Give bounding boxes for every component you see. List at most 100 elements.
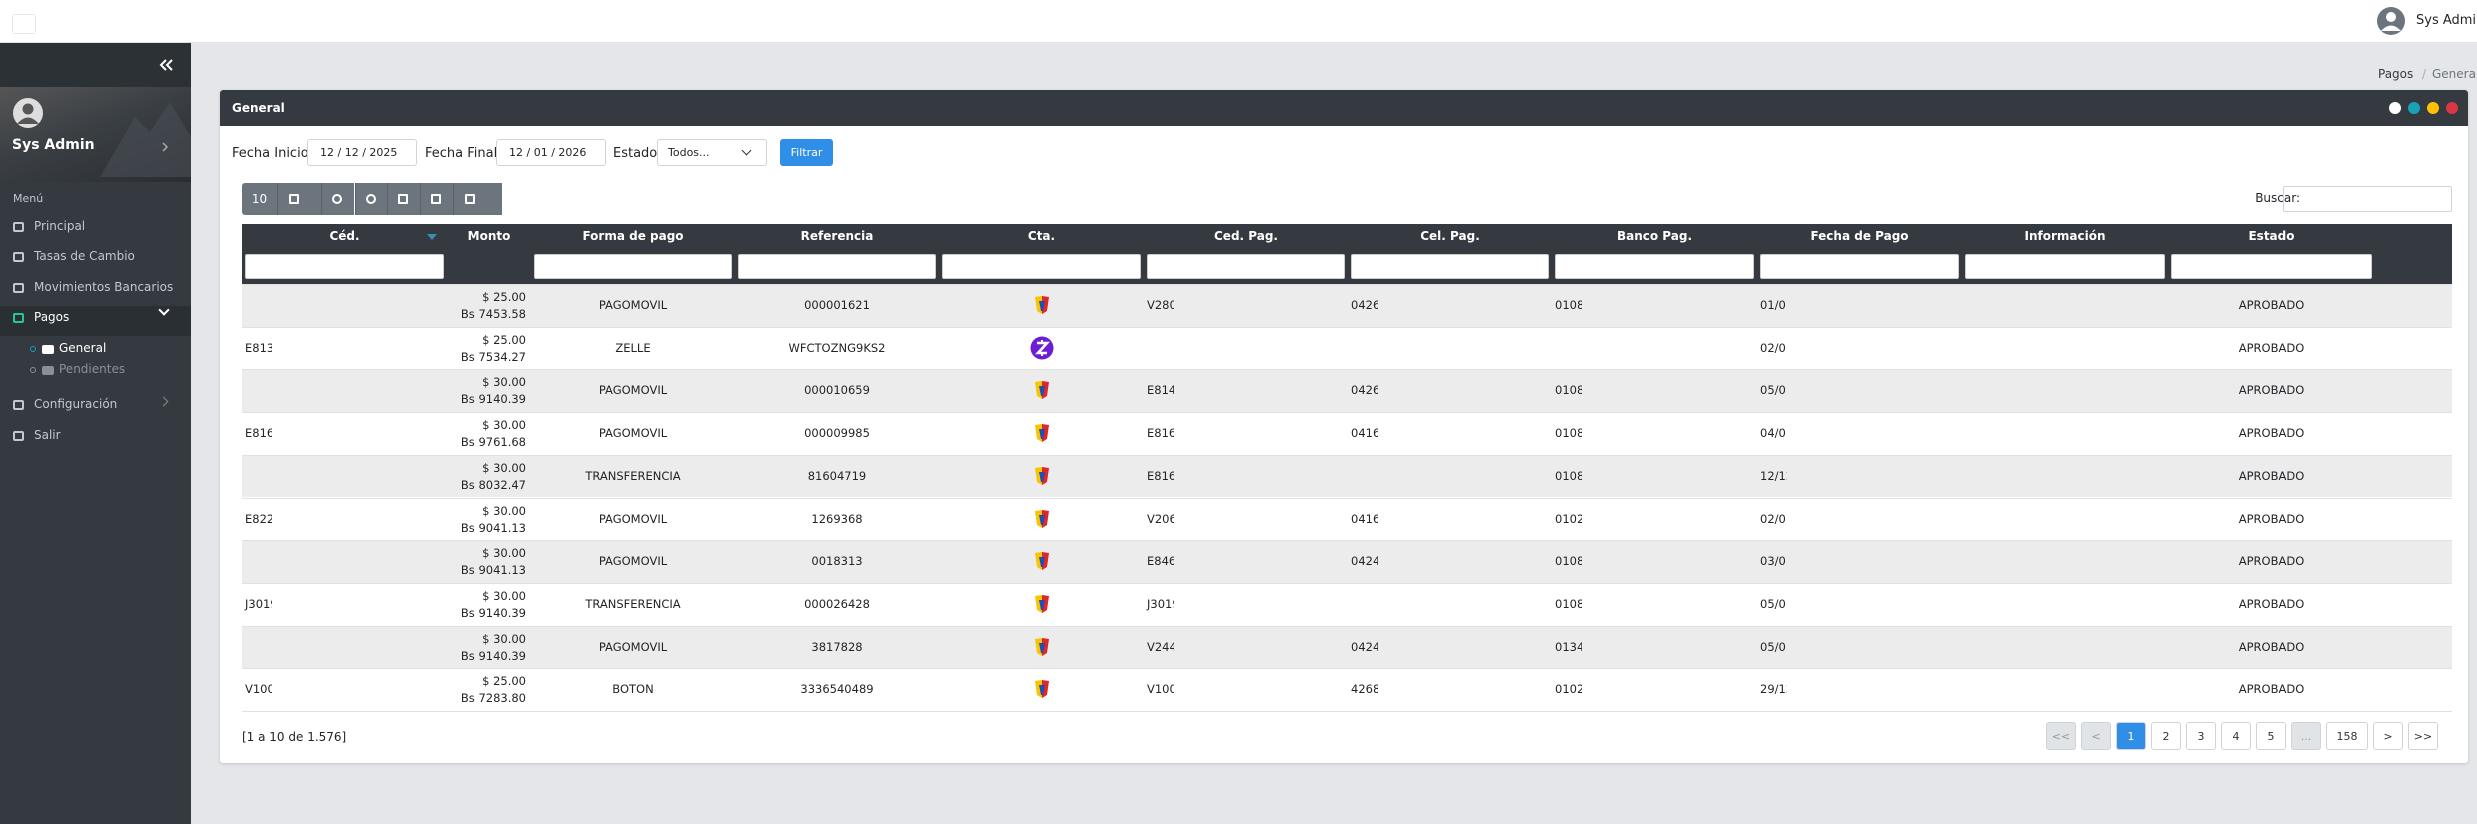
column-header[interactable]: Monto <box>467 229 511 243</box>
menu-icon <box>13 252 24 262</box>
toolbar-button[interactable] <box>277 183 321 215</box>
sort-indicator <box>427 234 437 240</box>
table-cell: V100 <box>1147 682 1174 697</box>
amount-usd: $ 30.00 <box>482 418 526 433</box>
search-label: Buscar: <box>2255 191 2300 205</box>
menu-toggle[interactable] <box>12 14 36 34</box>
search-input[interactable] <box>2283 186 2452 212</box>
breadcrumb-item[interactable]: Pagos <box>2378 67 2414 81</box>
amount-usd: $ 25.00 <box>482 674 526 689</box>
bank-icon <box>1034 552 1049 571</box>
table-cell: APROBADO <box>2238 426 2305 441</box>
collapse-button[interactable] <box>158 57 174 73</box>
pagination-button: ... <box>2291 722 2321 750</box>
bank-icon <box>1034 509 1049 528</box>
pagination-button[interactable]: 1 <box>2116 722 2146 750</box>
column-header[interactable]: Cta. <box>1027 229 1056 243</box>
table-cell: 29/12 <box>1760 682 1787 697</box>
amount-usd: $ 30.00 <box>482 631 526 646</box>
toolbar-button[interactable] <box>420 183 453 215</box>
menu-item[interactable]: Movimientos Bancarios <box>34 280 174 294</box>
column-header[interactable]: Forma de pago <box>582 229 684 243</box>
menu-icon <box>13 283 24 293</box>
column-header[interactable]: Fecha de Pago <box>1810 229 1909 243</box>
top-bar: Sys Admin <box>0 0 2477 43</box>
toolbar-button[interactable] <box>453 183 502 215</box>
page-size-button[interactable]: 10 <box>242 183 277 215</box>
column-header[interactable]: Estado <box>2248 229 2295 243</box>
amount-usd: $ 30.00 <box>482 460 526 475</box>
table-cell: WFCTOZNG9KS2 <box>788 340 886 355</box>
table-cell: 1269368 <box>811 511 863 526</box>
table-cell: V100 <box>245 682 272 697</box>
column-filter-input[interactable] <box>2171 254 2372 279</box>
card-tools[interactable] <box>2388 101 2460 115</box>
pagination-button[interactable]: 4 <box>2221 722 2251 750</box>
menu-item[interactable]: Configuración <box>34 397 118 411</box>
filter-label: Fecha Final <box>425 146 498 161</box>
submenu-icon <box>42 345 54 354</box>
menu-item[interactable]: Tasas de Cambio <box>34 249 135 263</box>
column-filter-input[interactable] <box>1147 254 1345 279</box>
column-filter-input[interactable] <box>1351 254 1549 279</box>
column-filter-input[interactable] <box>1965 254 2165 279</box>
date-input[interactable]: 12 / 12 / 2025 <box>307 139 417 166</box>
profile-avatar <box>13 98 43 128</box>
table-cell: TRANSFERENCIA <box>585 596 681 611</box>
amount-bs: Bs 9140.39 <box>460 648 526 663</box>
table-cell: 81604719 <box>807 468 867 483</box>
submenu-item[interactable]: General <box>59 341 107 355</box>
menu-label: Menú <box>13 192 44 205</box>
column-header[interactable]: Céd. <box>329 229 360 243</box>
table-cell: J3019 <box>245 596 272 611</box>
toolbar-button[interactable] <box>387 183 420 215</box>
table-row <box>242 284 2452 327</box>
amount-bs: Bs 9761.68 <box>460 435 526 450</box>
card-title: General <box>232 101 285 115</box>
sidebar-header <box>0 43 191 87</box>
table-cell: APROBADO <box>2238 639 2305 654</box>
table-cell: 0108 <box>1555 468 1582 483</box>
filter-label: Estado <box>613 146 658 161</box>
column-header[interactable]: Referencia <box>800 229 874 243</box>
column-filter-input[interactable] <box>1760 254 1959 279</box>
menu-item[interactable]: Salir <box>34 428 61 442</box>
table-cell: TRANSFERENCIA <box>585 468 681 483</box>
column-filter-input[interactable] <box>1555 254 1754 279</box>
menu-icon <box>13 313 24 323</box>
date-input[interactable]: 12 / 01 / 2026 <box>496 139 606 166</box>
column-header[interactable]: Banco Pag. <box>1616 229 1693 243</box>
column-header[interactable]: Información <box>2024 229 2106 243</box>
filter-button[interactable]: Filtrar <box>780 139 833 166</box>
pagination-button[interactable]: 3 <box>2186 722 2216 750</box>
table-cell: 000001621 <box>804 298 870 312</box>
column-filter-input[interactable] <box>245 254 444 279</box>
column-filter-input[interactable] <box>738 254 936 279</box>
amount-bs: Bs 9140.39 <box>460 605 526 620</box>
pagination-button[interactable]: 5 <box>2256 722 2286 750</box>
user-name[interactable]: Sys Admin <box>2416 13 2477 28</box>
table-cell: 04/01 <box>1760 426 1787 441</box>
amount-usd: $ 25.00 <box>482 332 526 347</box>
table-cell: 0108 <box>1555 298 1582 312</box>
column-filter-input[interactable] <box>534 254 732 279</box>
table-cell: PAGOMOVIL <box>598 511 668 526</box>
table-cell: E816 <box>1147 468 1174 483</box>
amount-usd: $ 30.00 <box>482 546 526 561</box>
column-header[interactable]: Ced. Pag. <box>1214 229 1278 243</box>
table-cell: 4268 <box>1351 682 1378 697</box>
pagination-button[interactable]: 2 <box>2151 722 2181 750</box>
menu-item[interactable]: Principal <box>34 219 86 233</box>
column-filter-input[interactable] <box>942 254 1141 279</box>
column-header[interactable]: Cel. Pag. <box>1420 229 1480 243</box>
pagination-button[interactable]: 158 <box>2326 722 2368 750</box>
profile-name[interactable]: Sys Admin <box>12 137 95 153</box>
pagination-button[interactable]: > <box>2373 722 2403 750</box>
menu-item[interactable]: Pagos <box>34 310 70 324</box>
pagination-button[interactable]: >> <box>2408 722 2438 750</box>
status-select[interactable]: Todos... <box>657 139 767 166</box>
table-cell: 0426348 <box>1351 298 1378 312</box>
table-cell: J3019 <box>1147 596 1174 611</box>
submenu-item[interactable]: Pendientes <box>59 362 126 376</box>
